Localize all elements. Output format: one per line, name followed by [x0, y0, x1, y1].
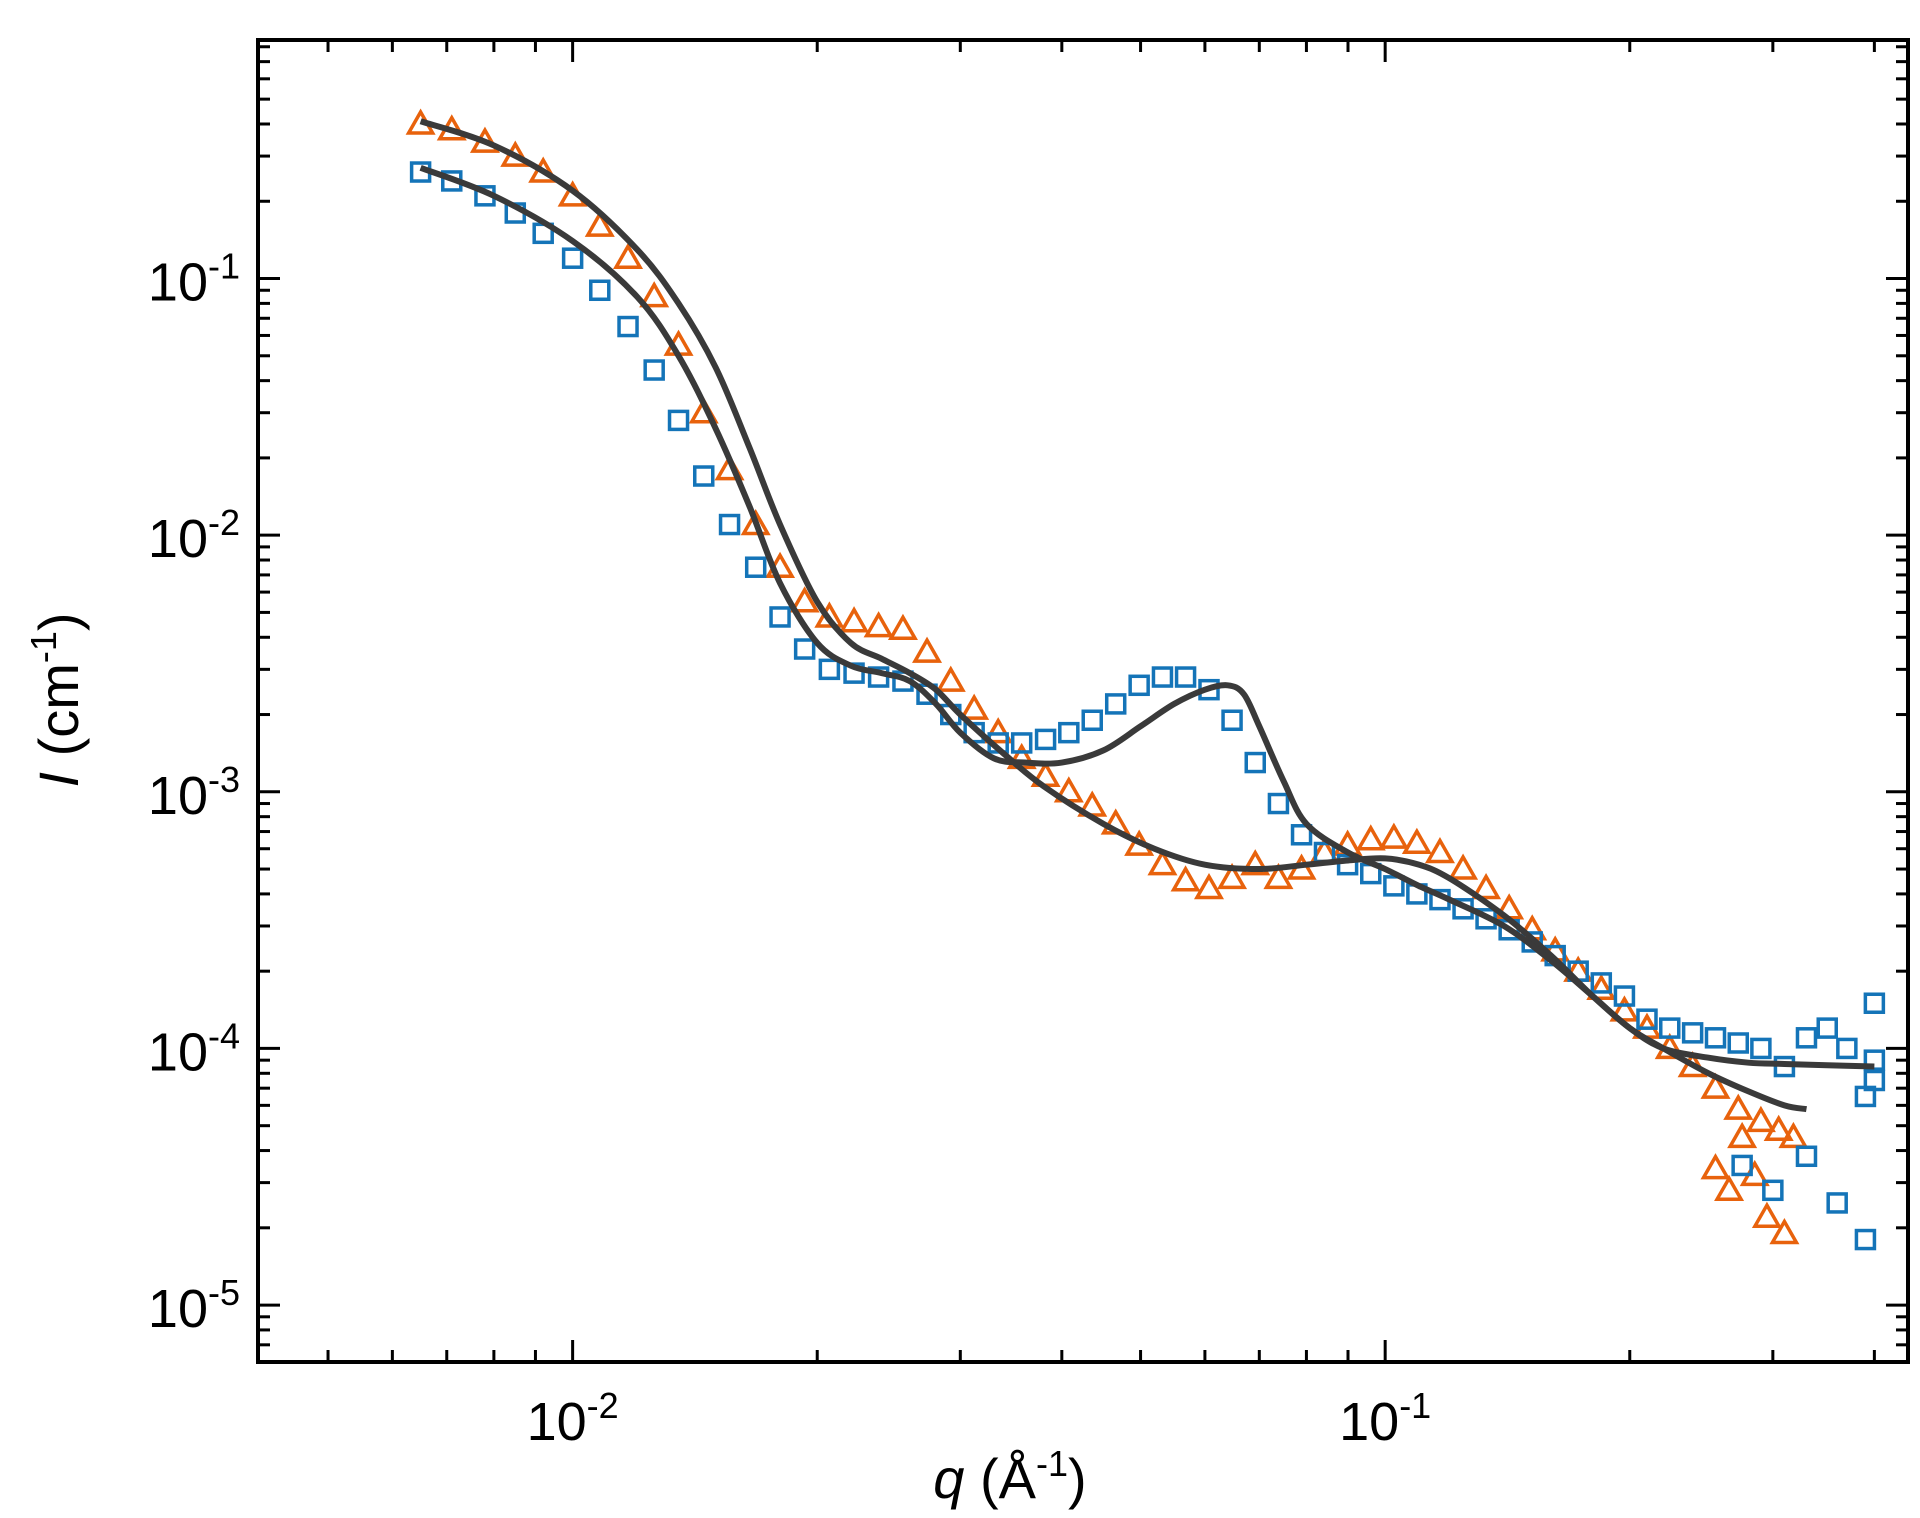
square-marker: [1058, 721, 1080, 744]
y-axis-label: I (cm-1): [23, 612, 90, 787]
triangle-marker: [740, 509, 771, 536]
square-marker: [718, 513, 741, 536]
triangle-marker: [1263, 862, 1294, 890]
square-marker: [1636, 1008, 1658, 1030]
triangle-marker: [1147, 849, 1178, 876]
triangle-marker: [1751, 1201, 1782, 1228]
square-marker: [589, 279, 611, 302]
square-marker: [1174, 666, 1197, 688]
triangle-marker: [639, 281, 670, 308]
square-marker: [1863, 992, 1886, 1014]
triangle-marker: [1769, 1218, 1800, 1245]
triangle-marker: [912, 636, 943, 663]
square-marker: [1795, 1145, 1818, 1168]
triangle-marker: [584, 210, 615, 237]
square-marker: [793, 638, 816, 660]
triangle-marker: [1448, 853, 1479, 880]
square-marker: [1795, 1027, 1818, 1049]
square-marker: [1104, 693, 1127, 715]
triangle-marker: [1763, 1114, 1794, 1141]
square-marker: [1221, 709, 1243, 732]
y-tick-label: 10-5: [148, 1272, 240, 1339]
square-marker: [744, 556, 767, 578]
triangle-marker: [1471, 872, 1502, 900]
triangle-marker: [1217, 862, 1248, 890]
square-marker: [1267, 792, 1290, 815]
triangle-marker: [935, 665, 966, 692]
square-marker: [1590, 972, 1613, 994]
triangle-marker: [983, 717, 1014, 744]
square-marker: [818, 658, 841, 681]
triangle-marker: [1355, 824, 1386, 851]
square-marker: [1681, 1022, 1704, 1044]
triangle-marker: [1714, 1174, 1745, 1202]
triangle-marker: [1778, 1121, 1809, 1149]
square-marker: [1128, 674, 1150, 697]
square-marker: [1731, 1154, 1753, 1177]
triangle-marker: [1240, 849, 1271, 876]
y-tick-label: 10-4: [148, 1015, 240, 1082]
square-marker: [1863, 1069, 1886, 1092]
triangle-marker: [863, 611, 894, 638]
triangle-marker: [1609, 995, 1640, 1022]
plot-frame: [256, 38, 1910, 1364]
triangle-marker: [1424, 836, 1455, 864]
triangle-marker: [1401, 827, 1432, 855]
square-marker: [1762, 1179, 1784, 1202]
triangles-fit-line: [419, 118, 1807, 1113]
y-tick-label: 10-1: [148, 246, 240, 313]
x-axis-label: q (Å-1): [933, 1443, 1086, 1510]
square-marker: [1704, 1027, 1727, 1049]
triangle-marker: [1586, 973, 1617, 1001]
square-marker: [1151, 666, 1174, 688]
triangle-marker: [839, 606, 870, 633]
square-marker: [1290, 824, 1313, 846]
x-tick-label: 10-2: [527, 1385, 619, 1452]
square-marker: [1613, 985, 1636, 1007]
square-marker: [692, 465, 715, 487]
square-marker: [1010, 732, 1033, 754]
squares-fit-line: [419, 165, 1875, 1070]
triangle-marker: [1723, 1093, 1754, 1120]
square-marker: [617, 315, 639, 338]
square-marker: [643, 359, 665, 381]
square-marker: [1727, 1032, 1750, 1054]
square-marker: [1863, 1049, 1886, 1071]
square-marker: [1659, 1017, 1681, 1039]
tick-labels: 10-2 10-1 10-1 10-2 10-3 10-4 10-5: [148, 246, 1431, 1452]
squares-series: [409, 161, 1886, 1251]
square-marker: [1816, 1017, 1838, 1039]
triangle-marker: [789, 586, 820, 613]
triangle-marker: [1727, 1121, 1758, 1149]
square-marker: [1854, 1228, 1877, 1251]
y-tick-label: 10-3: [148, 759, 240, 826]
square-marker: [769, 606, 791, 628]
square-marker: [1836, 1037, 1858, 1060]
square-marker: [1750, 1037, 1772, 1060]
triangle-marker: [1378, 822, 1409, 849]
square-marker: [1244, 751, 1266, 774]
triangle-marker: [1700, 1153, 1731, 1180]
square-marker: [1081, 709, 1103, 732]
triangle-marker: [1193, 872, 1225, 900]
triangle-marker: [1745, 1105, 1776, 1133]
triangle-marker: [959, 693, 990, 720]
square-marker: [667, 409, 690, 432]
plot-area: [405, 108, 1886, 1251]
x-tick-label: 10-1: [1339, 1385, 1431, 1452]
square-marker: [1034, 728, 1057, 751]
triangle-marker: [1700, 1072, 1731, 1099]
square-marker: [1383, 875, 1405, 897]
square-marker: [561, 247, 584, 269]
triangle-marker: [887, 613, 918, 640]
triangle-marker: [613, 242, 644, 269]
triangle-marker: [1170, 865, 1201, 892]
y-tick-label: 10-2: [148, 502, 240, 569]
square-marker: [1826, 1192, 1848, 1214]
axis-ticks: [258, 40, 1908, 1364]
